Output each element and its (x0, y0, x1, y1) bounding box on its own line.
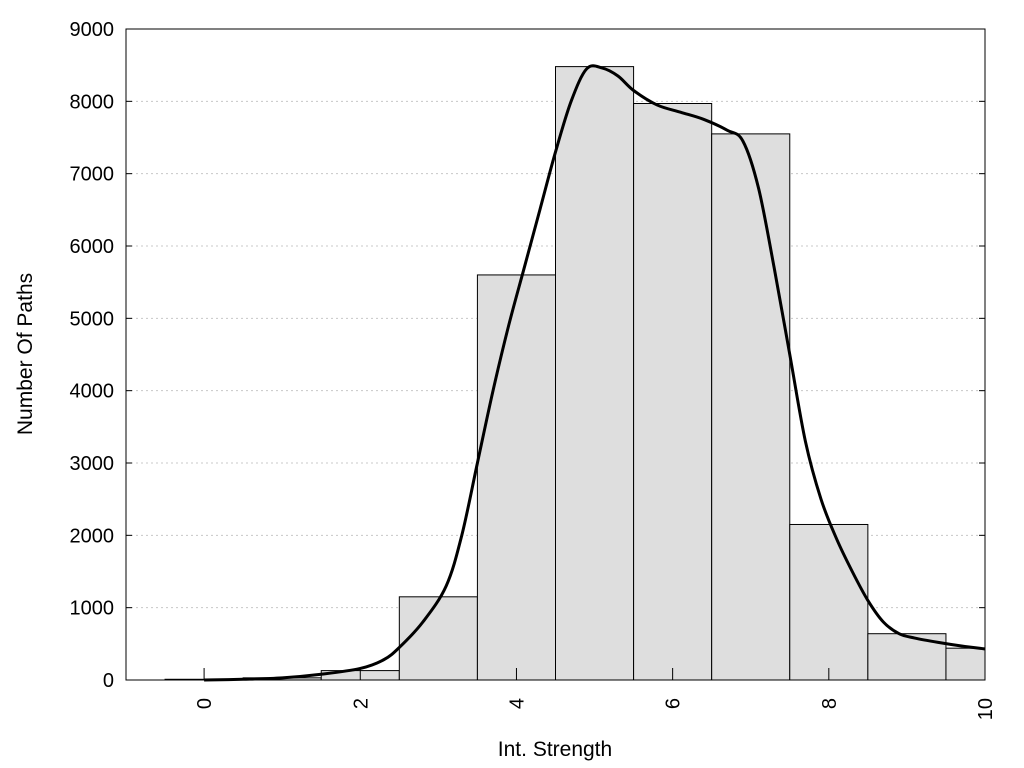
y-tick-label: 9000 (70, 19, 115, 41)
histogram-bar (633, 103, 713, 681)
y-axis-ticks: 0 1000 2000 3000 4000 5000 6000 7000 8000 9000 (70, 19, 985, 692)
x-axis-title: Int. Strength (498, 738, 612, 761)
x-tick-label: 0 (194, 698, 216, 709)
y-tick-label: 8000 (70, 91, 115, 113)
histogram-bar (398, 596, 478, 681)
histogram-bar (789, 523, 869, 681)
histogram-bar (945, 647, 986, 681)
histogram-bar (555, 66, 635, 681)
y-tick-label: 7000 (70, 164, 115, 186)
x-axis-ticks: 0 2 4 6 8 10 (194, 668, 997, 720)
y-tick-label: 0 (103, 670, 114, 692)
histogram-bar (476, 274, 556, 681)
bars (164, 66, 986, 681)
y-axis-title: Number Of Paths (14, 273, 37, 435)
x-tick-label: 6 (663, 698, 685, 709)
y-tick-label: 1000 (70, 598, 115, 620)
y-tick-label: 6000 (70, 236, 115, 258)
x-tick-label: 8 (819, 698, 841, 709)
x-tick-label: 4 (506, 698, 528, 709)
x-tick-label: 2 (350, 698, 372, 709)
y-tick-label: 3000 (70, 453, 115, 475)
x-tick-label: 10 (975, 698, 997, 720)
y-tick-label: 4000 (70, 381, 115, 403)
density-curve (204, 64, 986, 682)
y-tick-label: 2000 (70, 525, 115, 547)
histogram-bar (711, 133, 791, 681)
y-tick-label: 5000 (70, 308, 115, 330)
plot-frame (125, 28, 986, 681)
